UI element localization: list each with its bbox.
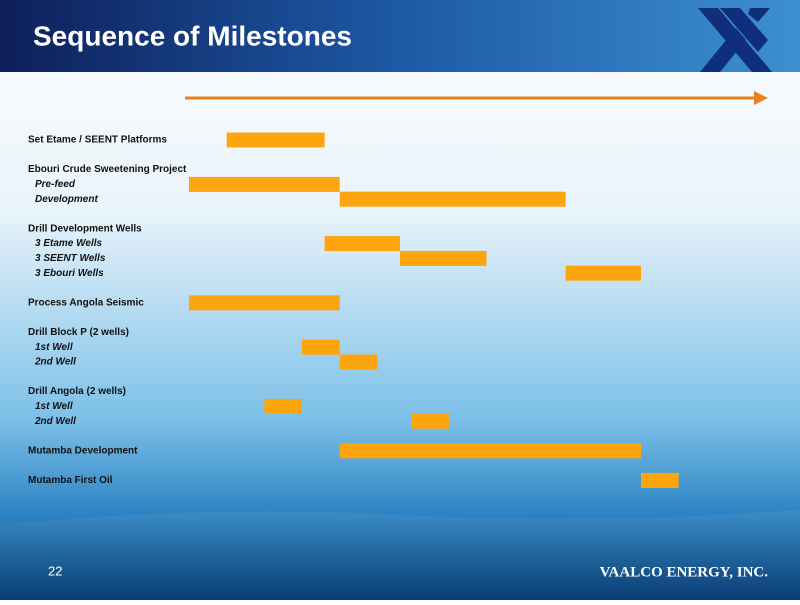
task-label: Drill Angola (2 wells) [28, 386, 126, 397]
subtask-label: 2nd Well [34, 357, 76, 368]
sea [0, 510, 800, 600]
company-name: VAALCO ENERGY, INC. [600, 564, 769, 580]
subtask-label: Development [35, 194, 98, 205]
task-label: Set Etame / SEENT Platforms [28, 135, 167, 146]
gantt-bar [411, 413, 449, 429]
subtask-label: 3 SEENT Wells [35, 253, 106, 264]
task-label: Ebouri Crude Sweetening Project [28, 164, 187, 175]
gantt-bar [565, 265, 641, 281]
title-band [0, 0, 800, 72]
gantt-bar [339, 191, 566, 207]
gantt-bar [324, 236, 400, 252]
gantt-bar [264, 398, 302, 414]
task-label: Mutamba First Oil [28, 475, 113, 486]
subtask-label: 1st Well [35, 401, 73, 412]
subtask-label: 1st Well [35, 342, 73, 353]
subtask-label: 3 Ebouri Wells [35, 268, 104, 279]
gantt-bar [189, 176, 340, 192]
task-label: Drill Block P (2 wells) [28, 327, 129, 338]
gantt-bar [189, 295, 340, 311]
gantt-bar [226, 132, 325, 148]
gantt-bar [302, 339, 340, 355]
gantt-bar [339, 443, 641, 459]
logo [698, 8, 772, 72]
gantt-bar [339, 354, 378, 370]
task-label: Mutamba Development [28, 445, 138, 456]
gantt-bar [641, 472, 679, 488]
task-label: Drill Development Wells [28, 223, 142, 234]
subtask-label: Pre-feed [35, 179, 76, 190]
gantt-bar [399, 250, 487, 266]
arrow-head [754, 91, 768, 105]
subtask-label: 3 Etame Wells [35, 238, 103, 249]
task-label: Process Angola Seismic [28, 297, 144, 308]
page-number: 22 [48, 563, 62, 578]
slide-title: Sequence of Milestones [33, 20, 352, 51]
subtask-label: 2nd Well [34, 416, 76, 427]
